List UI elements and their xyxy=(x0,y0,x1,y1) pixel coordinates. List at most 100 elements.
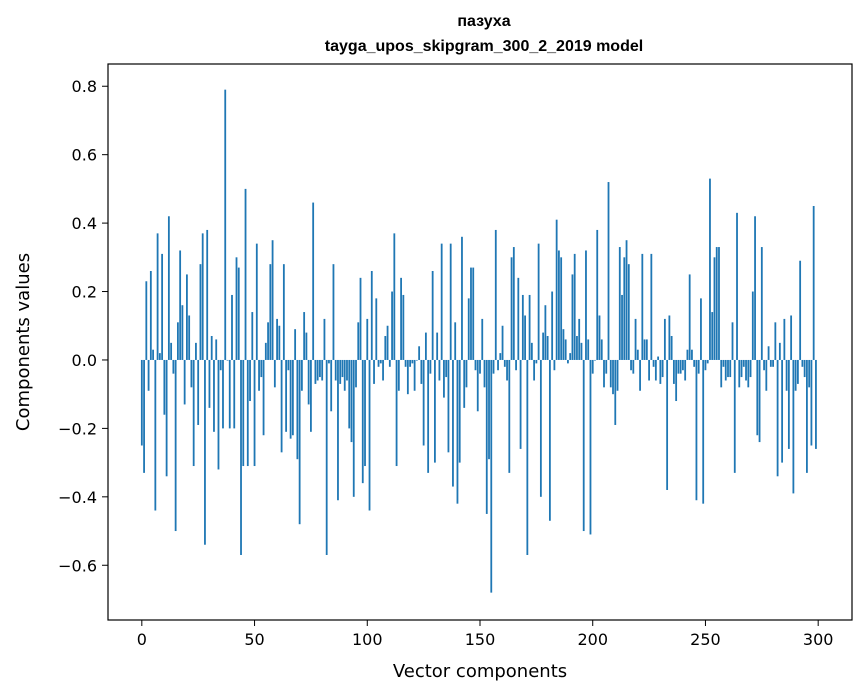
bar xyxy=(517,277,520,360)
bar xyxy=(334,359,337,381)
bar xyxy=(591,359,594,374)
bar xyxy=(147,359,150,391)
bar xyxy=(316,359,319,381)
bar xyxy=(341,359,344,378)
bar xyxy=(709,178,711,360)
bar xyxy=(206,229,209,360)
bar xyxy=(298,359,301,525)
bar xyxy=(614,359,617,425)
bar xyxy=(282,264,285,360)
bar xyxy=(237,267,240,360)
x-tick-label: 300 xyxy=(803,630,834,649)
bar xyxy=(634,318,637,360)
bar xyxy=(145,281,148,360)
bar xyxy=(564,339,567,360)
bar xyxy=(143,359,145,473)
bar xyxy=(195,342,197,360)
bar xyxy=(668,315,671,360)
bar xyxy=(226,359,229,361)
bar xyxy=(337,359,339,501)
bar xyxy=(276,318,278,360)
bar xyxy=(285,359,288,432)
bar xyxy=(632,359,635,374)
bar xyxy=(201,233,204,360)
bar xyxy=(224,89,227,360)
bar xyxy=(625,240,628,360)
bar xyxy=(305,332,308,360)
bar xyxy=(758,359,761,443)
bar xyxy=(343,359,346,391)
bar xyxy=(580,342,583,360)
bar xyxy=(801,359,804,367)
bar xyxy=(319,359,321,378)
bar xyxy=(652,359,655,367)
bar xyxy=(424,332,427,360)
bar xyxy=(382,359,384,381)
bar xyxy=(253,359,256,467)
bar xyxy=(697,359,700,374)
bar xyxy=(663,318,666,360)
bar xyxy=(445,359,448,378)
bar xyxy=(303,312,306,360)
bar xyxy=(679,359,682,374)
bar xyxy=(312,202,315,360)
bar xyxy=(623,257,626,360)
bar xyxy=(609,359,612,388)
bar xyxy=(217,359,220,470)
bar xyxy=(140,359,143,446)
plot-frame xyxy=(107,63,853,621)
bar xyxy=(461,236,463,360)
bar xyxy=(291,359,294,436)
bar xyxy=(684,359,687,381)
bar xyxy=(542,332,545,360)
bar xyxy=(530,342,533,360)
bar xyxy=(409,359,412,367)
bar xyxy=(167,216,170,360)
bar xyxy=(278,325,281,360)
bar xyxy=(188,315,191,360)
bar xyxy=(787,359,790,449)
bar xyxy=(539,359,542,497)
bar xyxy=(233,359,236,429)
bar xyxy=(603,359,605,388)
bar xyxy=(391,291,393,360)
bar xyxy=(436,332,439,360)
bar xyxy=(388,359,391,367)
bar xyxy=(264,342,267,360)
bar xyxy=(213,359,215,432)
bar xyxy=(499,353,502,360)
bar xyxy=(607,182,610,360)
bar xyxy=(199,264,202,360)
bar xyxy=(485,359,488,514)
y-tick-label: −0.6 xyxy=(58,556,97,575)
bar xyxy=(454,322,457,360)
bar xyxy=(375,298,378,360)
bar xyxy=(470,267,472,360)
bar xyxy=(183,359,186,405)
bar xyxy=(467,298,470,360)
bar xyxy=(738,359,741,388)
bar xyxy=(228,359,231,429)
x-axis-ticks: 0 50 100 150 200 250 300 xyxy=(137,620,834,649)
bar xyxy=(594,359,596,361)
bar xyxy=(585,250,587,360)
bar xyxy=(799,260,802,360)
bar xyxy=(630,359,632,371)
bar xyxy=(458,359,461,463)
bar xyxy=(348,359,351,429)
bar xyxy=(616,359,619,391)
bar xyxy=(724,359,727,381)
bar xyxy=(310,359,312,432)
bar xyxy=(506,359,508,381)
bar xyxy=(314,359,317,384)
bar xyxy=(636,349,639,360)
x-tick-label: 50 xyxy=(244,630,264,649)
x-tick-label: 200 xyxy=(577,630,608,649)
bar xyxy=(501,325,504,360)
bar xyxy=(325,359,328,555)
bar xyxy=(379,359,382,364)
bar xyxy=(760,247,763,360)
bar xyxy=(810,359,813,446)
bar xyxy=(192,359,195,467)
